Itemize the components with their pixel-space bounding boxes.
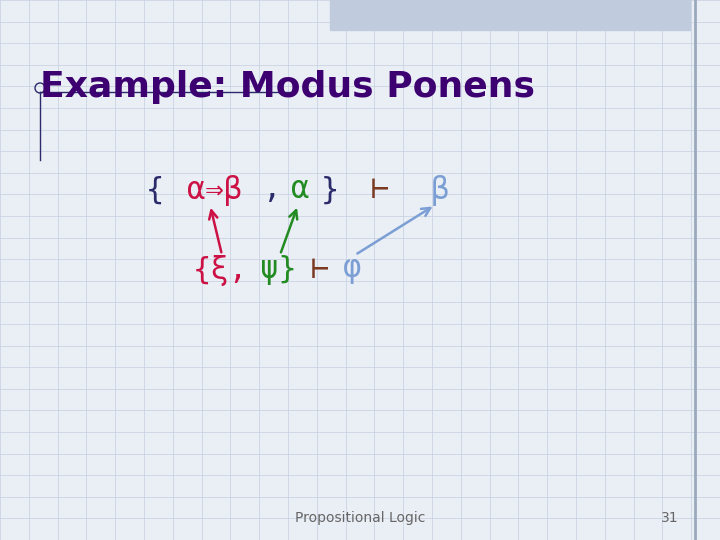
Text: }: } xyxy=(321,176,339,205)
Text: ψ}: ψ} xyxy=(260,255,297,285)
Text: {: { xyxy=(146,176,164,205)
Text: ⊢: ⊢ xyxy=(311,255,329,285)
Text: β: β xyxy=(431,174,449,206)
Bar xyxy=(330,0,690,30)
Text: ⊢: ⊢ xyxy=(371,176,390,205)
Text: {ξ,: {ξ, xyxy=(192,254,248,286)
Text: Example: Modus Ponens: Example: Modus Ponens xyxy=(40,70,535,104)
Text: α: α xyxy=(291,176,309,205)
Text: Propositional Logic: Propositional Logic xyxy=(294,511,426,525)
Text: α⇒β: α⇒β xyxy=(187,174,243,206)
Text: 31: 31 xyxy=(661,511,679,525)
Text: φ: φ xyxy=(343,255,361,285)
Text: ,: , xyxy=(263,176,282,205)
